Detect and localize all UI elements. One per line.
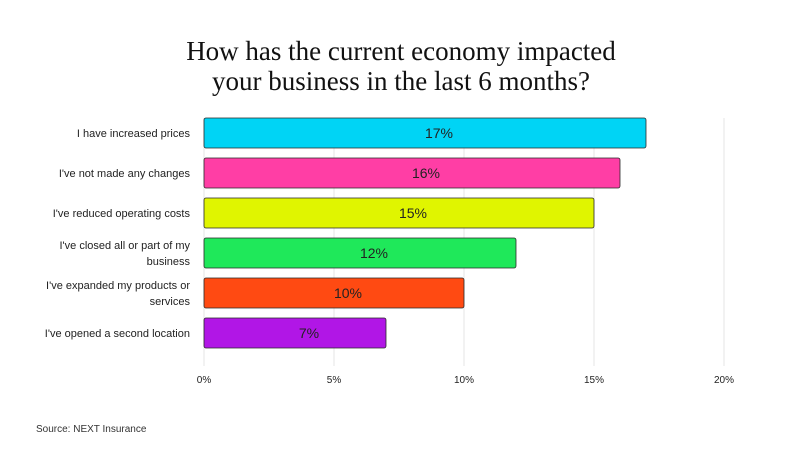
- source-note: Source: NEXT Insurance: [36, 424, 147, 435]
- x-tick-label: 0%: [197, 375, 212, 386]
- bar: [203, 277, 465, 309]
- bar: [203, 157, 621, 189]
- category-label: I've not made any changes: [59, 168, 191, 180]
- data-label: 7%: [299, 325, 319, 341]
- data-label: 10%: [334, 285, 362, 301]
- bar: [203, 117, 647, 149]
- category-label: I've expanded my products or: [46, 280, 190, 292]
- x-tick-label: 15%: [584, 375, 604, 386]
- category-label: I've opened a second location: [45, 328, 190, 340]
- bar: [203, 237, 517, 269]
- category-label: I've closed all or part of my: [60, 240, 191, 252]
- data-label: 12%: [360, 245, 388, 261]
- bar: [203, 197, 595, 229]
- x-tick-label: 10%: [454, 375, 474, 386]
- category-label: I've reduced operating costs: [53, 208, 191, 220]
- category-label: services: [150, 296, 191, 308]
- data-label: 15%: [399, 205, 427, 221]
- data-label: 17%: [425, 125, 453, 141]
- category-label: business: [147, 256, 191, 268]
- chart-title-line-1: How has the current economy impacted: [186, 36, 616, 66]
- x-tick-label: 20%: [714, 375, 734, 386]
- chart-title: How has the current economy impacted you…: [0, 36, 802, 96]
- category-label: I have increased prices: [77, 128, 191, 140]
- x-tick-label: 5%: [327, 375, 342, 386]
- data-label: 16%: [412, 165, 440, 181]
- chart-title-line-2: your business in the last 6 months?: [212, 66, 590, 96]
- bar: [203, 317, 387, 349]
